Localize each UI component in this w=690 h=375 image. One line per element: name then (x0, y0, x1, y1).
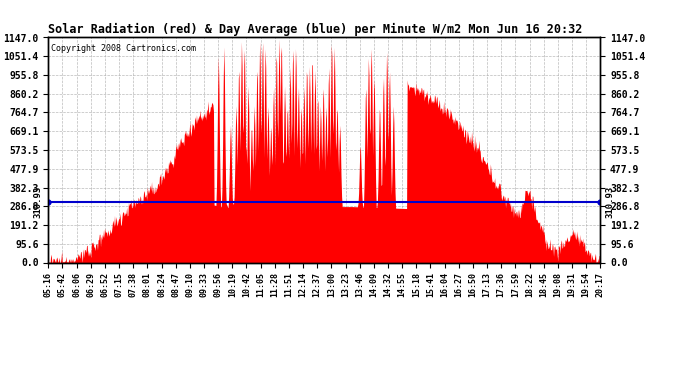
Text: Solar Radiation (red) & Day Average (blue) per Minute W/m2 Mon Jun 16 20:32: Solar Radiation (red) & Day Average (blu… (48, 23, 582, 36)
Text: Copyright 2008 Cartronics.com: Copyright 2008 Cartronics.com (51, 44, 196, 53)
Text: 310.93: 310.93 (34, 185, 43, 218)
Text: 310.93: 310.93 (606, 185, 615, 218)
